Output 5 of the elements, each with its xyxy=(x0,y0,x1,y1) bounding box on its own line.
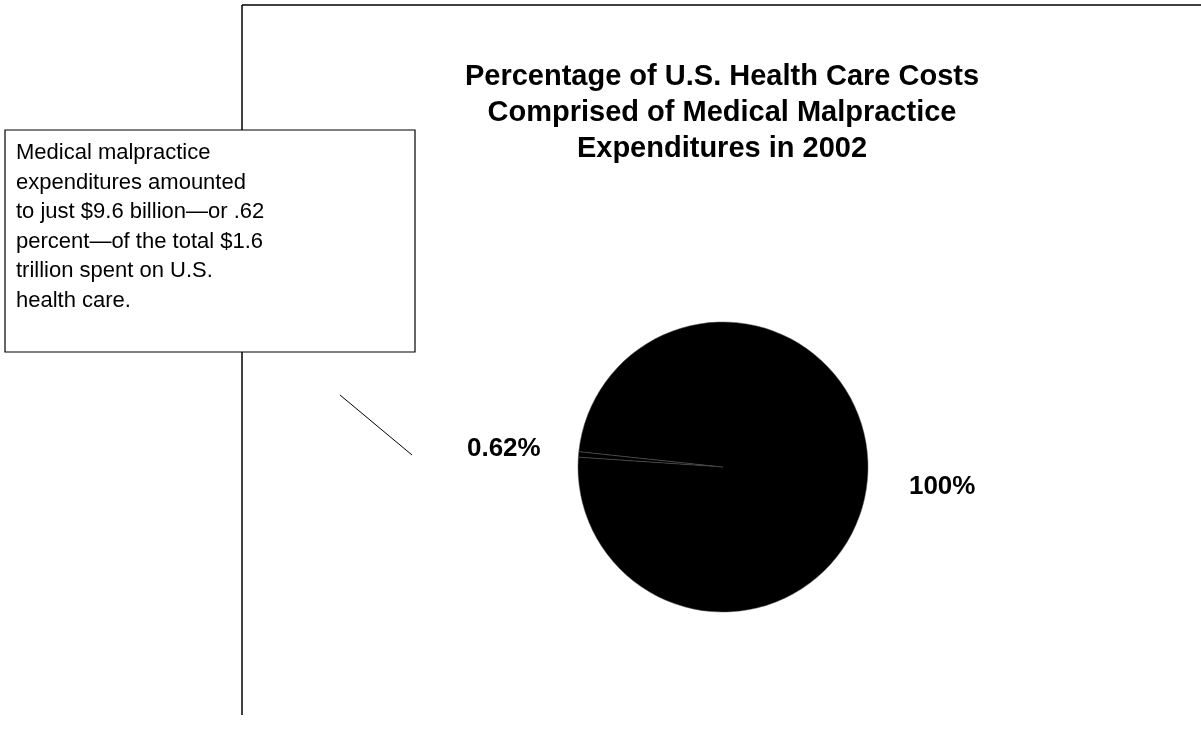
text: Medical malpractice expenditures amounted to just $9.6 billion—or .62 percent—of the total $1.6 trillion spent on U.S. health care. xyxy=(16,139,265,312)
chart-title: Percentage of U.S. Health Care Costs Comprised of Medical Malpractice Expenditures in 2002 xyxy=(464,59,980,163)
data-label: 100% xyxy=(908,470,976,501)
data-label: 0.62% xyxy=(466,431,541,462)
pie-slice xyxy=(578,322,869,613)
